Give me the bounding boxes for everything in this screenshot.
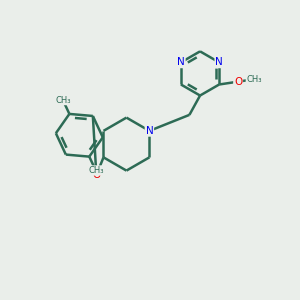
Text: N: N bbox=[177, 57, 185, 68]
Text: O: O bbox=[92, 170, 101, 180]
Text: N: N bbox=[215, 57, 223, 68]
Text: CH₃: CH₃ bbox=[55, 96, 71, 105]
Text: O: O bbox=[234, 76, 242, 87]
Text: CH₃: CH₃ bbox=[88, 166, 103, 175]
Text: CH₃: CH₃ bbox=[246, 75, 262, 84]
Text: N: N bbox=[146, 126, 153, 136]
